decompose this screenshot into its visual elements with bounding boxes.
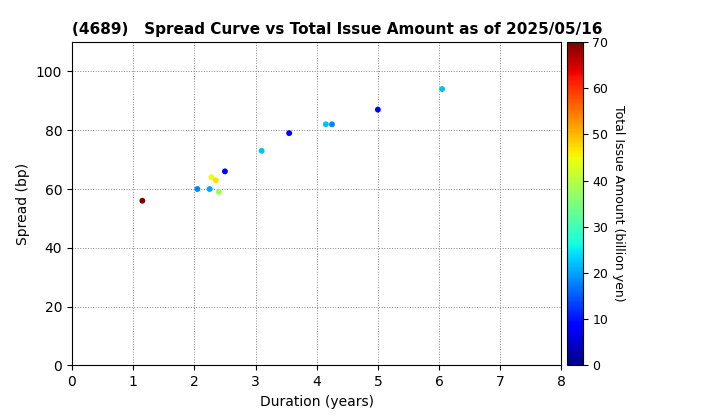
Point: [213, 189, 225, 195]
Point: [436, 86, 448, 92]
Y-axis label: Spread (bp): Spread (bp): [17, 163, 30, 245]
Point: [284, 130, 295, 136]
Text: (4689)   Spread Curve vs Total Issue Amount as of 2025/05/16: (4689) Spread Curve vs Total Issue Amoun…: [72, 22, 603, 37]
Point: [320, 121, 332, 128]
Y-axis label: Total Issue Amount (billion yen): Total Issue Amount (billion yen): [612, 105, 625, 302]
Point: [204, 186, 215, 192]
Point: [256, 147, 267, 154]
Point: [326, 121, 338, 128]
Point: [137, 197, 148, 204]
Point: [210, 177, 222, 184]
Point: [206, 174, 217, 181]
Point: [219, 168, 230, 175]
X-axis label: Duration (years): Duration (years): [260, 395, 374, 409]
Point: [372, 106, 384, 113]
Point: [192, 186, 203, 192]
